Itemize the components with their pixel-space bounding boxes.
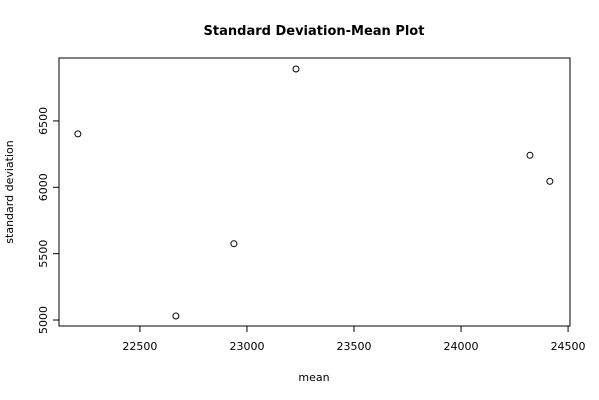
point <box>546 177 554 185</box>
chart-title: Standard Deviation-Mean Plot <box>204 24 425 39</box>
x-tick-label: 23500 <box>336 340 371 353</box>
point <box>230 240 238 248</box>
y-axis-label: standard deviation <box>3 140 16 243</box>
point <box>74 130 82 138</box>
plot-frame <box>58 57 571 327</box>
y-tick-label: 5500 <box>37 240 50 268</box>
x-tick-label: 22500 <box>122 340 157 353</box>
point <box>526 151 534 159</box>
y-tick-label: 6000 <box>37 173 50 201</box>
x-axis-label: mean <box>298 371 329 384</box>
point <box>292 65 300 73</box>
x-tick-label: 24500 <box>551 340 586 353</box>
y-tick-label: 5000 <box>37 306 50 334</box>
x-tick-label: 23000 <box>229 340 264 353</box>
point <box>172 312 180 320</box>
y-tick-label: 6500 <box>37 107 50 135</box>
x-tick-label: 24000 <box>444 340 479 353</box>
